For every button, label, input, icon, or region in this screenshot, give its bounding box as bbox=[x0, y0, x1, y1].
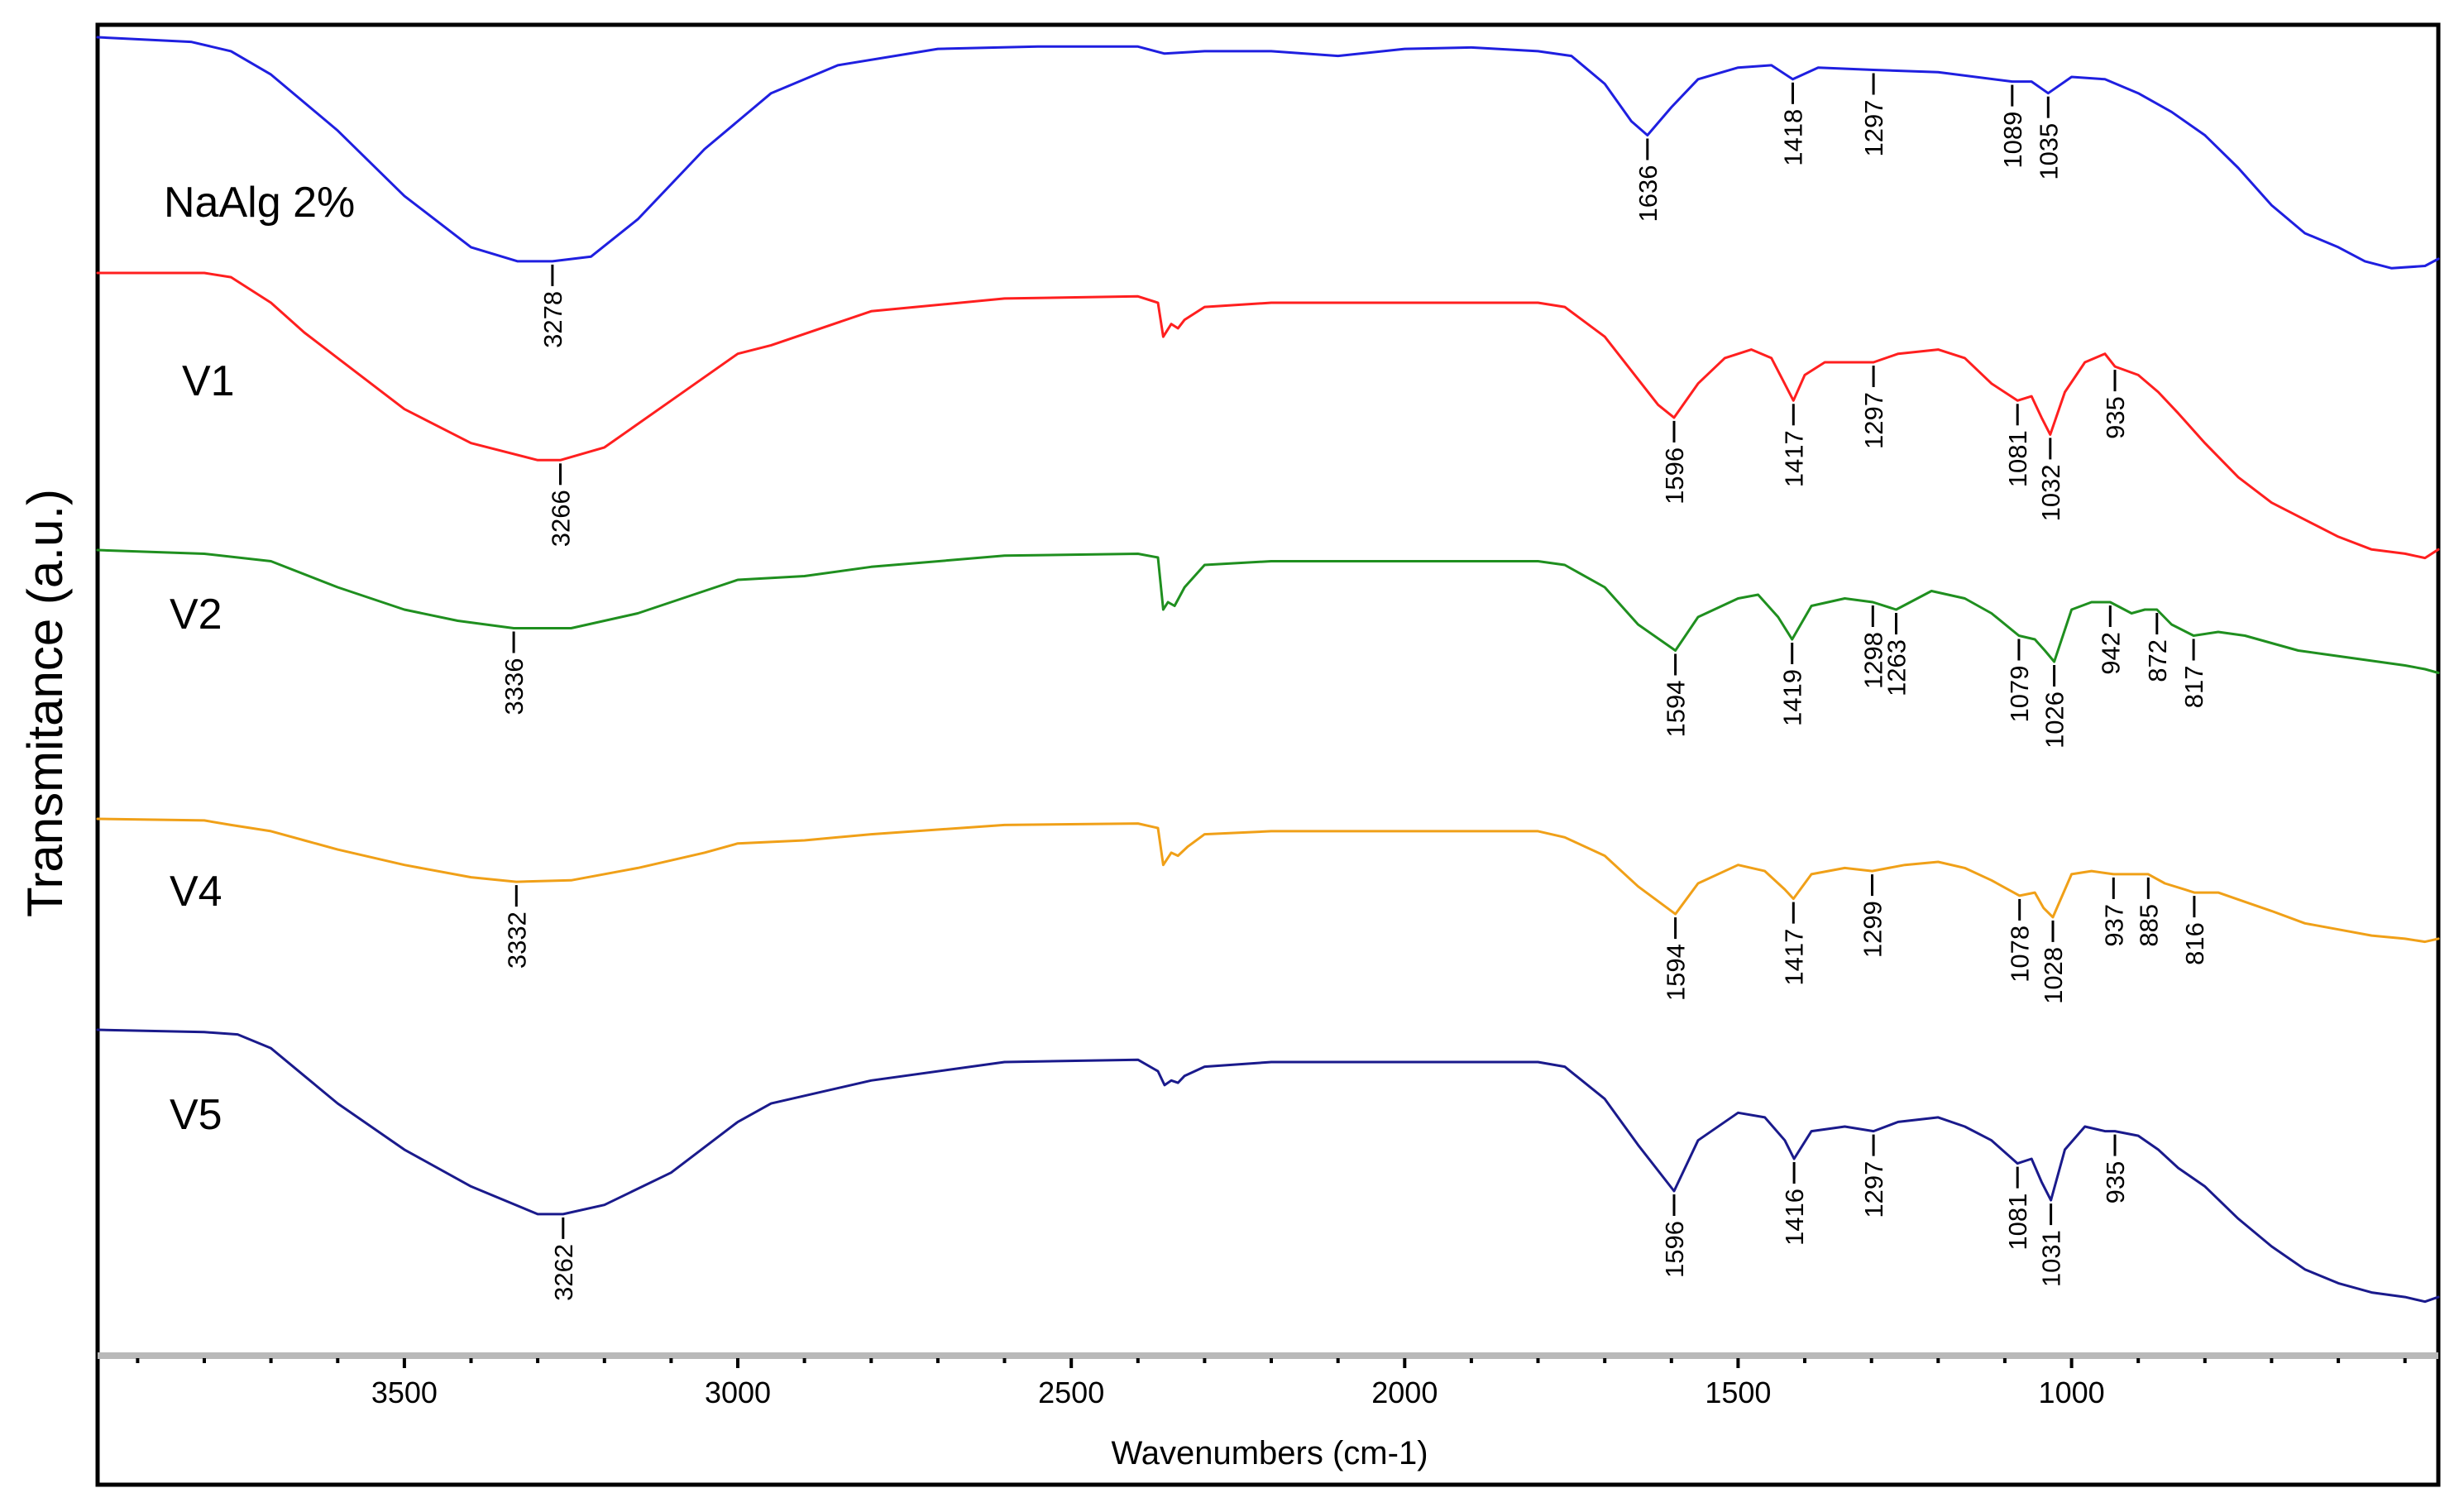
peak-label: 1419 bbox=[1778, 669, 1807, 726]
peak-label: 1417 bbox=[1779, 929, 1808, 986]
spectrum-line bbox=[96, 1028, 2440, 1304]
y-axis-title: Transmitance (a.u.) bbox=[17, 489, 73, 917]
series-name-label: V5 bbox=[170, 1091, 222, 1139]
spectrum-line bbox=[96, 271, 2440, 560]
peak-label: 817 bbox=[2179, 666, 2208, 709]
series-name-label: V1 bbox=[182, 357, 235, 405]
peak-label: 1418 bbox=[1779, 109, 1808, 166]
peak-label: 935 bbox=[2101, 396, 2130, 439]
peak-label: 937 bbox=[2099, 904, 2128, 947]
peak-label: 1263 bbox=[1883, 639, 1911, 696]
peak-label: 1081 bbox=[2003, 430, 2032, 487]
series-naalg-2-: NaAlg 2% 3278 1636 1418 1297 1089 1035 bbox=[96, 36, 2440, 348]
peak-label: 816 bbox=[2180, 922, 2209, 965]
x-tick-label: 1000 bbox=[2039, 1376, 2105, 1409]
peak-label: 942 bbox=[2096, 632, 2125, 675]
x-axis-title: Wavenumbers (cm-1) bbox=[1111, 1435, 1428, 1471]
peak-label: 1297 bbox=[1859, 1161, 1888, 1218]
x-axis-ticks: 3500 3000 2500 2000 1500 1000 bbox=[371, 1358, 2105, 1409]
x-tick-label: 2500 bbox=[1038, 1376, 1104, 1409]
peak-label: 3262 bbox=[549, 1244, 578, 1301]
peak-label: 1636 bbox=[1634, 165, 1662, 222]
peak-label: 3278 bbox=[538, 291, 567, 348]
x-tick-label: 3500 bbox=[371, 1376, 438, 1409]
series-v4: V4 3332 1594 1417 1299 1078 1028 937 885 816 bbox=[96, 817, 2440, 1004]
peak-label: 1596 bbox=[1660, 447, 1689, 505]
x-tick-label: 2000 bbox=[1371, 1376, 1438, 1409]
peak-label: 1028 bbox=[2039, 947, 2068, 1004]
spectrum-line bbox=[96, 817, 2440, 944]
x-tick-label: 1500 bbox=[1705, 1376, 1771, 1409]
peak-label: 1078 bbox=[2006, 926, 2035, 983]
peak-label: 885 bbox=[2134, 904, 2163, 947]
spectrum-line bbox=[96, 36, 2440, 270]
series-name-label: V4 bbox=[170, 868, 222, 916]
series-name-label: NaAlg 2% bbox=[164, 179, 355, 227]
peak-label: 1299 bbox=[1859, 901, 1887, 958]
peak-label: 1089 bbox=[1998, 112, 2027, 169]
spectra-group: NaAlg 2% 3278 1636 1418 1297 1089 1035 V1 3266 15… bbox=[96, 36, 2440, 1304]
peak-label: 3336 bbox=[500, 658, 529, 715]
peak-label: 1081 bbox=[2003, 1194, 2032, 1251]
series-name-label: V2 bbox=[170, 591, 222, 639]
peak-label: 1594 bbox=[1662, 944, 1691, 1001]
peak-label: 935 bbox=[2101, 1161, 2130, 1204]
x-axis-minor-ticks bbox=[136, 1358, 2407, 1363]
peak-label: 1032 bbox=[2036, 464, 2065, 521]
peak-label: 1596 bbox=[1660, 1221, 1689, 1278]
x-tick-label: 3000 bbox=[705, 1376, 771, 1409]
plot-frame bbox=[95, 22, 2441, 1487]
peak-label: 872 bbox=[2143, 639, 2172, 682]
peak-label: 1594 bbox=[1662, 681, 1691, 738]
peak-label: 3332 bbox=[502, 912, 531, 969]
peak-label: 1417 bbox=[1779, 430, 1808, 487]
peak-label: 1416 bbox=[1780, 1189, 1809, 1246]
peak-label: 1297 bbox=[1859, 392, 1888, 449]
peak-label: 1079 bbox=[2005, 666, 2034, 723]
spectrum-line bbox=[96, 548, 2440, 674]
peak-label: 1298 bbox=[1859, 632, 1887, 689]
peak-label: 3266 bbox=[547, 490, 576, 547]
peak-label: 1035 bbox=[2034, 123, 2063, 180]
peak-label: 1297 bbox=[1859, 100, 1888, 157]
peak-label: 1026 bbox=[2040, 691, 2069, 749]
peak-label: 1031 bbox=[2037, 1230, 2066, 1287]
